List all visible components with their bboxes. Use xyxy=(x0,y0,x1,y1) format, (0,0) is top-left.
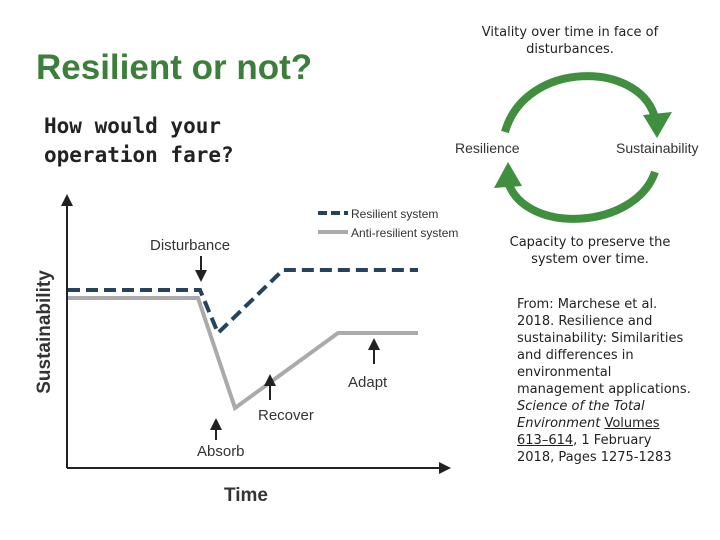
legend-label: Anti-resilient system xyxy=(351,226,458,240)
slide-title: Resilient or not? xyxy=(36,48,313,87)
cycle-caption: Vitality over time in face of disturbanc… xyxy=(481,25,659,57)
x-axis-label: Time xyxy=(224,485,268,506)
citation: From: Marchese et al. 2018. Resilience a… xyxy=(517,296,692,466)
citation-journal: Science of the Total Environment xyxy=(517,399,645,431)
y-axis-label: Sustainability xyxy=(34,270,55,394)
annotation: Adapt xyxy=(348,374,388,391)
annotation: Disturbance xyxy=(150,237,230,254)
annotation: Recover xyxy=(258,407,314,424)
resilient-line xyxy=(68,268,418,337)
cycle-diagram: Resilience Sustainability xyxy=(455,72,699,223)
figure: Resilient system Anti-resilient system D… xyxy=(30,190,482,506)
anti-resilient-line xyxy=(68,296,418,412)
legend-label: Resilient system xyxy=(351,207,438,221)
annotation: Absorb xyxy=(197,443,245,460)
cycle-bottom: Capacity to preserve the system over tim… xyxy=(509,235,671,267)
cycle-left: Resilience xyxy=(455,140,520,156)
citation-text: From: Marchese et al. 2018. Resilience a… xyxy=(517,297,691,397)
slide-subtitle: How would your operation fare? xyxy=(44,114,234,167)
citation-rest: , 1 February 2018, Pages 1275-1283 xyxy=(517,433,672,465)
citation-link[interactable]: Volumes 613–614 xyxy=(517,416,660,448)
cycle-right: Sustainability xyxy=(616,140,699,156)
